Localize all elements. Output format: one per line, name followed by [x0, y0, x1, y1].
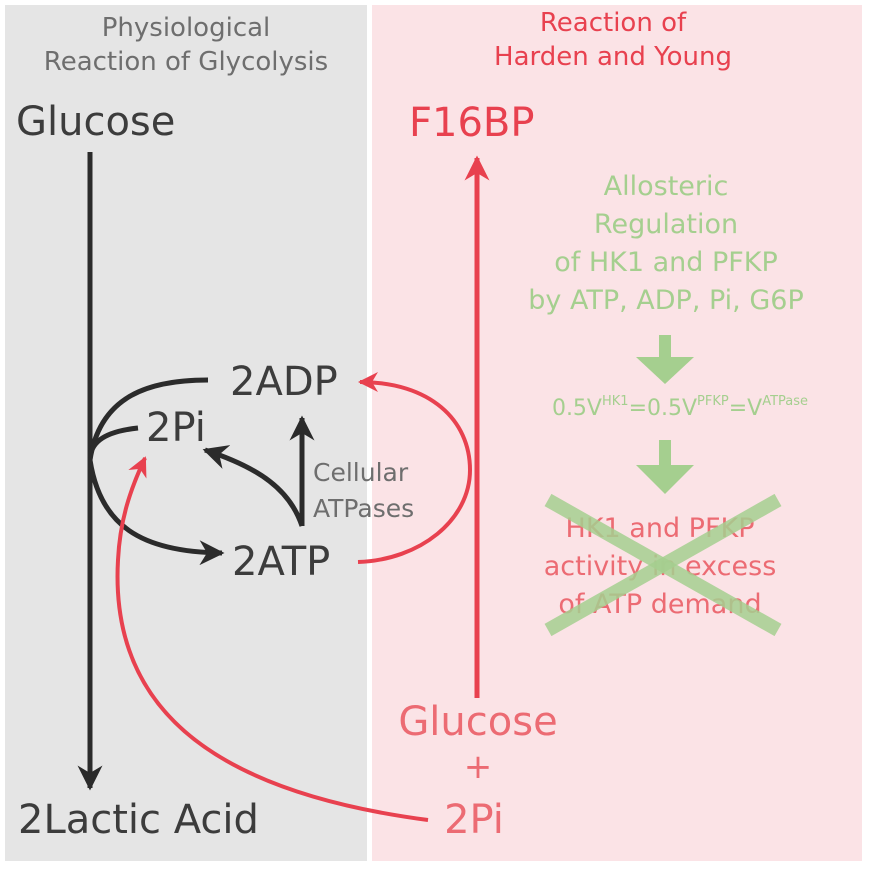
pi-consumption-curve	[87, 425, 139, 461]
atpases-line-2: ATPases	[313, 494, 415, 523]
right-panel-harden-young	[372, 5, 862, 861]
cellular-atpases-label: Cellular ATPases	[313, 455, 414, 527]
f16bp-label: F16BP	[409, 100, 535, 146]
regulation-line-2: Regulation	[593, 209, 739, 240]
adp-consumption-curve	[87, 377, 209, 461]
adp-label: 2ADP	[230, 359, 338, 405]
left-header-line-2: Reaction of Glycolysis	[43, 47, 329, 77]
atp-production-arrow	[87, 459, 225, 566]
equation-part-3: =V	[728, 396, 763, 421]
regulation-down-arrowhead-2	[636, 465, 694, 494]
cross-out-line-2	[544, 493, 782, 637]
atp-to-adp-red-arrow	[357, 372, 473, 564]
equation-sup-2: PFKP	[697, 394, 729, 409]
regulation-line-4: by ATP, ADP, Pi, G6P	[528, 285, 804, 316]
allosteric-regulation-text: Allosteric Regulation of HK1 and PFKP by…	[528, 168, 803, 320]
regulation-down-arrowhead-1	[636, 357, 694, 384]
atp-label: 2ATP	[232, 539, 331, 585]
equation-sup-3: ATPase	[762, 394, 809, 409]
pi-label: 2Pi	[146, 405, 206, 451]
lactic-acid-label: 2Lactic Acid	[18, 797, 259, 843]
atpases-line-1: Cellular	[313, 458, 409, 487]
plus-sign: +	[463, 747, 493, 787]
glucose-label: Glucose	[16, 99, 176, 145]
left-header-line-1: Physiological	[101, 13, 271, 43]
equation-part-1: 0.5V	[551, 396, 602, 421]
reactant-glucose-label: Glucose	[398, 699, 558, 745]
right-header-line-2: Harden and Young	[494, 42, 732, 72]
pi-recycle-red-arrow	[115, 456, 429, 822]
right-header-line-1: Reaction of	[539, 8, 687, 38]
reactant-pi-label: 2Pi	[444, 797, 504, 843]
velocity-equation: 0.5VHK1=0.5VPFKP=VATPase	[551, 395, 808, 421]
regulation-line-1: Allosteric	[603, 171, 729, 202]
right-header: Reaction of Harden and Young	[494, 6, 732, 74]
equation-sup-1: HK1	[601, 394, 629, 409]
atpase-to-pi-arrow	[202, 445, 305, 527]
regulation-line-3: of HK1 and PFKP	[554, 247, 778, 278]
left-header: Physiological Reaction of Glycolysis	[44, 11, 328, 79]
equation-part-2: =0.5V	[628, 396, 698, 421]
